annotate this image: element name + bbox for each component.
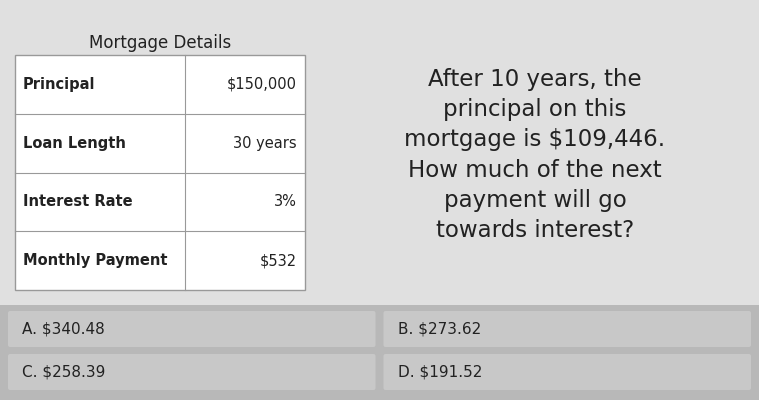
Text: 3%: 3% xyxy=(274,194,297,209)
Text: Mortgage Details: Mortgage Details xyxy=(89,34,231,52)
Text: C. $258.39: C. $258.39 xyxy=(22,364,106,380)
FancyBboxPatch shape xyxy=(8,354,376,390)
FancyBboxPatch shape xyxy=(383,311,751,347)
Text: Loan Length: Loan Length xyxy=(23,136,126,151)
Text: B. $273.62: B. $273.62 xyxy=(398,322,480,336)
Text: Principal: Principal xyxy=(23,77,96,92)
Text: Monthly Payment: Monthly Payment xyxy=(23,253,168,268)
Bar xyxy=(15,55,305,290)
Bar xyxy=(0,0,759,305)
Bar xyxy=(0,305,759,400)
Text: D. $191.52: D. $191.52 xyxy=(398,364,482,380)
Text: $150,000: $150,000 xyxy=(227,77,297,92)
Text: $532: $532 xyxy=(260,253,297,268)
FancyBboxPatch shape xyxy=(8,311,376,347)
FancyBboxPatch shape xyxy=(383,354,751,390)
Text: 30 years: 30 years xyxy=(233,136,297,151)
Text: Interest Rate: Interest Rate xyxy=(23,194,133,209)
Text: After 10 years, the
principal on this
mortgage is $109,446.
How much of the next: After 10 years, the principal on this mo… xyxy=(405,68,666,242)
Text: A. $340.48: A. $340.48 xyxy=(22,322,105,336)
